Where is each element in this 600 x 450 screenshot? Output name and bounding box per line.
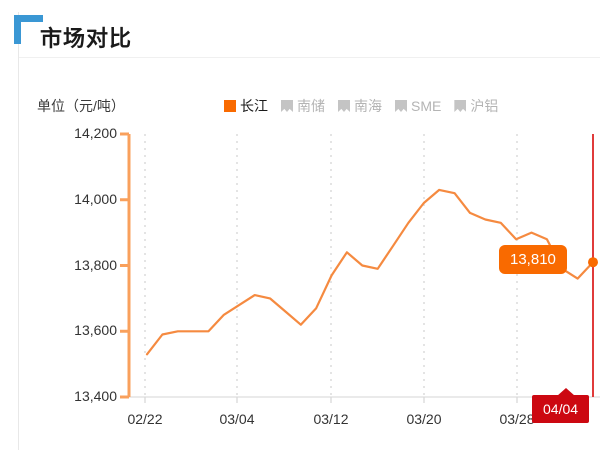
chart-legend: 长江 南储 南海 SME 沪铝 xyxy=(224,96,498,116)
legend-swatch-icon xyxy=(454,100,467,112)
legend-swatch-icon xyxy=(224,100,236,112)
y-axis-tick-label: 13,400 xyxy=(74,388,117,404)
value-tooltip: 13,810 xyxy=(499,245,567,274)
legend-label: 南海 xyxy=(354,98,382,114)
legend-swatch-icon xyxy=(281,100,293,112)
legend-label: SME xyxy=(411,98,442,114)
date-badge: 04/04 xyxy=(532,388,590,423)
y-axis-tick-label: 13,800 xyxy=(74,256,117,273)
x-axis-tick-label: 03/12 xyxy=(313,411,349,427)
legend-item-changjiang[interactable]: 长江 xyxy=(224,96,268,116)
legend-item-sme[interactable]: SME xyxy=(395,98,441,114)
legend-label: 长江 xyxy=(240,98,268,114)
x-axis-tick-label: 03/28 xyxy=(499,411,535,427)
card-header: 市场对比 xyxy=(14,12,600,58)
legend-label: 沪铝 xyxy=(470,98,499,114)
x-axis-tick-label: 03/04 xyxy=(219,411,255,427)
x-axis-tick-label: 03/20 xyxy=(406,411,442,427)
corner-bracket-icon xyxy=(14,15,43,44)
y-axis-tick-label: 14,200 xyxy=(74,125,117,141)
chart-plot-area[interactable]: 13,400 13,600 13,800 14,000 14,200 02/22 03/0… xyxy=(19,112,600,442)
y-axis-tick-label: 14,000 xyxy=(74,190,117,207)
market-comparison-card: 市场对比 单位（元/吨） 长江 南储 南海 SME 沪铝 13,400 13,60… xyxy=(14,12,600,450)
legend-item-nanchu[interactable]: 南储 xyxy=(281,96,325,116)
line-chart-svg xyxy=(120,132,600,403)
legend-item-hulv[interactable]: 沪铝 xyxy=(454,96,498,116)
unit-label: 单位（元/吨） xyxy=(37,98,125,114)
x-axis-tick-label: 02/22 xyxy=(127,411,163,427)
page-title: 市场对比 xyxy=(40,26,133,51)
y-axis-tick-label: 13,600 xyxy=(74,322,117,339)
legend-item-nanhai[interactable]: 南海 xyxy=(338,96,382,116)
legend-label: 南储 xyxy=(297,98,325,114)
legend-swatch-icon xyxy=(338,100,350,112)
legend-swatch-icon xyxy=(395,100,407,112)
